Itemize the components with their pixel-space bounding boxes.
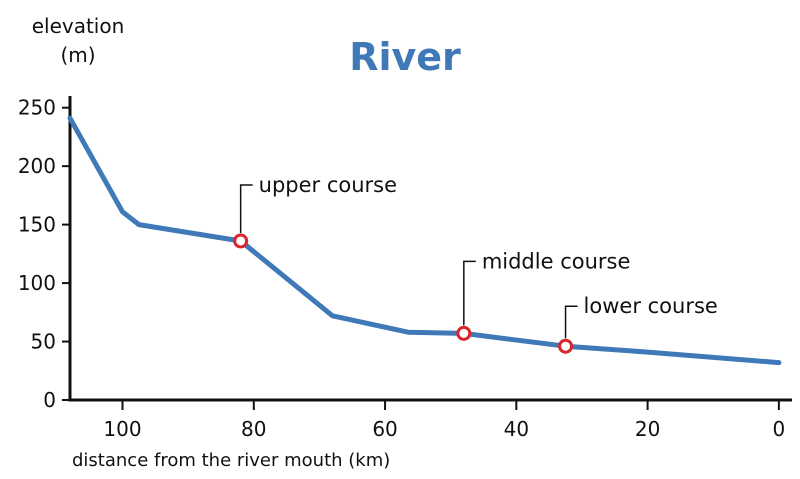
annotation-leader <box>239 184 253 233</box>
annotation-marker <box>456 325 472 341</box>
x-tick-label: 40 <box>504 417 529 441</box>
annotation-leader <box>463 260 476 326</box>
series-layer <box>67 115 782 366</box>
y-axis-label-line1: elevation <box>32 14 125 38</box>
y-tick-label: 200 <box>18 154 56 178</box>
annotation-marker <box>233 233 249 249</box>
y-tick-label: 150 <box>18 213 56 237</box>
x-tick-label: 0 <box>773 417 786 441</box>
x-axis-label: distance from the river mouth (km) <box>72 450 390 471</box>
x-tick-label: 80 <box>241 417 266 441</box>
elevation-line <box>67 115 782 366</box>
annotation-label: lower course <box>584 294 718 318</box>
annotations-layer: upper course middle course lower course <box>233 173 718 354</box>
y-tick-label: 50 <box>31 330 56 354</box>
x-tick-label: 20 <box>635 417 660 441</box>
y-axis-label-line2: (m) <box>60 43 95 67</box>
annotation-leader <box>564 305 578 339</box>
y-tick-label: 100 <box>18 271 56 295</box>
x-ticks: 100 80 60 40 20 0 <box>103 400 785 441</box>
chart-title: River <box>349 35 461 79</box>
y-ticks: 0 50 100 150 200 250 <box>18 96 70 412</box>
x-tick-label: 60 <box>372 417 397 441</box>
annotation-label: middle course <box>482 249 631 273</box>
x-tick-label: 100 <box>103 417 141 441</box>
annotation-label: upper course <box>259 173 397 197</box>
y-tick-label: 250 <box>18 96 56 120</box>
y-tick-label: 0 <box>43 388 56 412</box>
annotation-marker <box>558 338 574 354</box>
